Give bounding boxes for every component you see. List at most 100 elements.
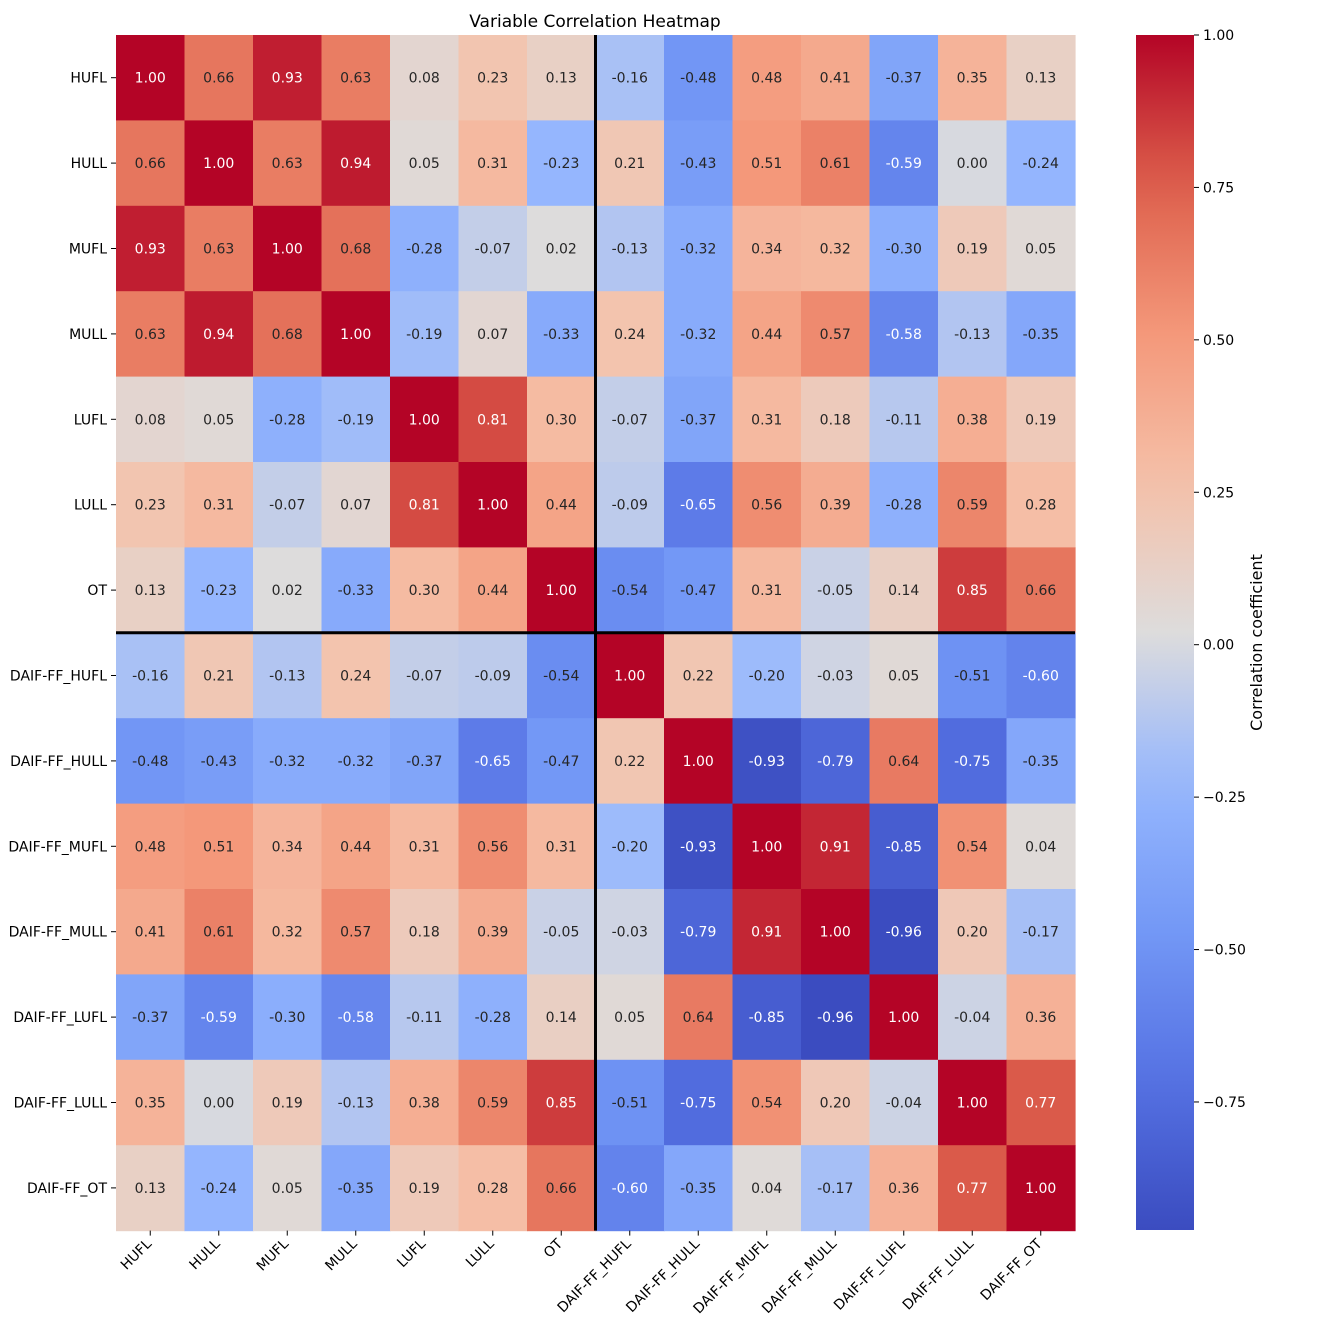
heatmap-cell (664, 35, 734, 121)
heatmap-cell (321, 803, 391, 890)
cell-value-label: 0.34 (751, 242, 782, 258)
cell-value-label: 0.94 (203, 327, 234, 343)
heatmap-cell (321, 1145, 391, 1232)
heatmap-cell (664, 120, 734, 207)
heatmap-cell (938, 718, 1008, 805)
cell-value-label: -0.35 (338, 1181, 374, 1197)
cell-value-label: -0.17 (1023, 925, 1059, 941)
cell-value-label: 0.14 (546, 1010, 577, 1026)
cell-value-label: -0.05 (543, 925, 579, 941)
cell-value-label: 0.61 (203, 925, 234, 941)
heatmap-cell (595, 803, 665, 890)
cell-value-label: 0.63 (203, 242, 234, 258)
cell-value-label: 0.93 (135, 242, 166, 258)
cell-value-label: 0.39 (820, 498, 851, 514)
cell-value-label: 1.00 (135, 71, 166, 87)
heatmap-cell (390, 120, 460, 207)
cell-value-label: 0.00 (203, 1096, 234, 1112)
cell-value-label: -0.51 (612, 1096, 648, 1112)
cell-value-label: 0.54 (957, 839, 988, 855)
heatmap-cell (595, 632, 665, 719)
cell-value-label: 0.34 (272, 839, 303, 855)
cell-value-label: 0.54 (751, 1096, 782, 1112)
cell-value-label: -0.75 (680, 1096, 716, 1112)
heatmap-cell (801, 376, 871, 463)
cell-value-label: -0.16 (612, 71, 648, 87)
cell-value-label: 0.19 (957, 242, 988, 258)
heatmap-cell (458, 803, 528, 890)
cell-value-label: 0.44 (751, 327, 782, 343)
cell-value-label: 0.41 (135, 925, 166, 941)
colorbar-tick-label: 0.00 (1203, 638, 1234, 654)
heatmap-cell (321, 291, 391, 378)
cell-value-label: 1.00 (751, 839, 782, 855)
heatmap-cell (664, 803, 734, 890)
heatmap-cell (116, 291, 186, 378)
heatmap-cell (184, 1059, 254, 1146)
heatmap-cell (458, 291, 528, 378)
heatmap-cell (116, 376, 186, 463)
heatmap-cell (458, 1145, 528, 1232)
heatmap-cell (116, 889, 186, 975)
heatmap-cell (390, 632, 460, 719)
cell-value-label: 0.66 (1025, 583, 1056, 599)
cell-value-label: 0.35 (135, 1096, 166, 1112)
heatmap-cell (801, 547, 871, 634)
cell-value-label: 0.22 (683, 669, 714, 685)
cell-value-label: 0.39 (477, 925, 508, 941)
heatmap-cell (732, 205, 802, 292)
heatmap-cell (732, 974, 802, 1061)
y-axis-ticks: HUFL HULL MUFL MULL LUFL LULL OT DAIF-FF_HUFL DA… (8, 71, 116, 1197)
cell-value-label: -0.20 (612, 839, 648, 855)
cell-value-label: 0.63 (272, 156, 303, 172)
heatmap-cell (184, 803, 254, 890)
heatmap-cell (801, 462, 871, 548)
heatmap-cell (527, 291, 597, 378)
heatmap-cell (253, 1145, 323, 1232)
cell-value-label: -0.47 (680, 583, 716, 599)
heatmap-cell (801, 120, 871, 207)
heatmap-cell (116, 1059, 186, 1146)
cell-value-label: 0.31 (409, 839, 440, 855)
cell-value-label: -0.13 (612, 242, 648, 258)
y-tick-label: DAIF-FF_LULL (14, 1096, 108, 1112)
cell-value-label: 0.20 (820, 1096, 851, 1112)
heatmap-cell (595, 291, 665, 378)
cell-value-label: 0.31 (203, 498, 234, 514)
cell-value-label: 0.91 (751, 925, 782, 941)
heatmap-cell (869, 632, 939, 719)
cell-value-label: -0.17 (817, 1181, 853, 1197)
heatmap-cell (253, 632, 323, 719)
x-tick-label: HULL (187, 1236, 224, 1273)
cell-value-label: 0.57 (340, 925, 371, 941)
heatmap-cell (869, 974, 939, 1061)
heatmap-cell (938, 376, 1008, 463)
y-tick-label: LULL (74, 498, 107, 514)
heatmap-cell (938, 205, 1008, 292)
heatmap-cell (869, 718, 939, 805)
cell-value-label: 0.18 (820, 412, 851, 428)
heatmap-cell (390, 889, 460, 975)
heatmap-cell (321, 632, 391, 719)
colorbar-tick-label: 0.75 (1203, 180, 1234, 196)
cell-value-label: -0.33 (543, 327, 579, 343)
heatmap-cell (595, 1145, 665, 1232)
heatmap-cell (1006, 889, 1076, 975)
cell-value-label: 0.59 (477, 1096, 508, 1112)
heatmap-cell (801, 205, 871, 292)
colorbar-tick-label: −0.25 (1203, 790, 1246, 806)
cell-value-label: -0.05 (817, 583, 853, 599)
cell-value-label: 1.00 (409, 412, 440, 428)
heatmap-cell (321, 462, 391, 548)
cell-value-label: -0.28 (886, 498, 922, 514)
heatmap-cell (1006, 1059, 1076, 1146)
colorbar-tick-label: −0.75 (1203, 1095, 1246, 1111)
x-tick-label: DAIF-FF_LULL (900, 1236, 977, 1313)
cell-value-label: 0.21 (203, 669, 234, 685)
cell-value-label: 0.44 (477, 583, 508, 599)
cell-value-label: 0.36 (888, 1181, 919, 1197)
heatmap-cell (253, 120, 323, 207)
cell-value-label: -0.79 (680, 925, 716, 941)
heatmap-cell (390, 547, 460, 634)
heatmap-cell (938, 462, 1008, 548)
